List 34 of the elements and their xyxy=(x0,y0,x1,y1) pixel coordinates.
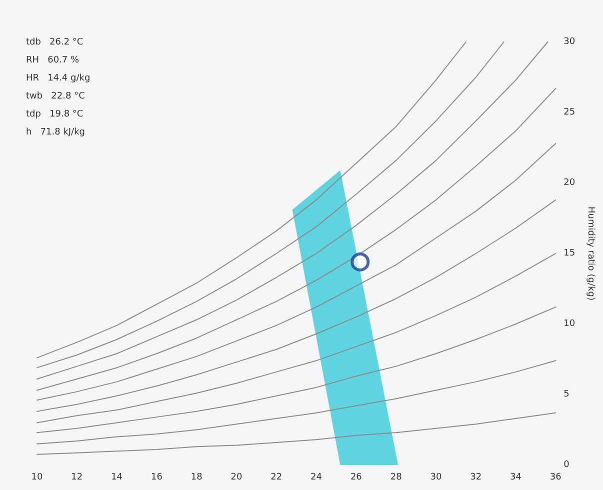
annotation: h 71.8 kJ/kg xyxy=(26,128,86,138)
x-tick-label: 12 xyxy=(71,472,83,482)
annotation: tdp 19.8 °C xyxy=(26,110,84,120)
x-tick-label: 30 xyxy=(430,472,442,482)
x-tick-label: 18 xyxy=(190,472,203,482)
y-tick-label: 15 xyxy=(564,248,576,258)
x-tick-label: 20 xyxy=(230,472,242,482)
line-series xyxy=(36,199,556,412)
y-tick-label: 10 xyxy=(564,319,576,329)
x-tick-label: 24 xyxy=(310,472,322,482)
x-tick-label: 26 xyxy=(350,472,362,482)
annotation: HR 14.4 g/kg xyxy=(26,74,90,84)
x-tick-label: 10 xyxy=(31,472,43,482)
line-series xyxy=(36,253,556,424)
y-tick-label: 30 xyxy=(564,37,576,47)
y-tick-label: 20 xyxy=(564,178,576,188)
line-series xyxy=(36,143,556,401)
x-tick-label: 28 xyxy=(390,472,402,482)
y-tick-label: 5 xyxy=(564,390,570,400)
y-axis-title: Humidity ratio (g/kg) xyxy=(586,206,596,300)
x-tick-label: 16 xyxy=(150,472,163,482)
line-series xyxy=(36,306,556,434)
x-tick-label: 32 xyxy=(470,472,482,482)
annotation: twb 22.8 °C xyxy=(26,92,85,102)
line-series xyxy=(36,360,556,444)
annotation: tdb 26.2 °C xyxy=(26,38,84,48)
x-tick-label: 14 xyxy=(111,472,123,482)
x-tick-label: 36 xyxy=(550,472,562,482)
line-series xyxy=(36,412,556,455)
y-tick-label: 0 xyxy=(564,460,570,470)
y-tick-label: 25 xyxy=(564,108,576,118)
x-tick-label: 34 xyxy=(510,472,522,482)
annotation: RH 60.7 % xyxy=(26,56,80,66)
x-tick-label: 22 xyxy=(270,472,282,482)
